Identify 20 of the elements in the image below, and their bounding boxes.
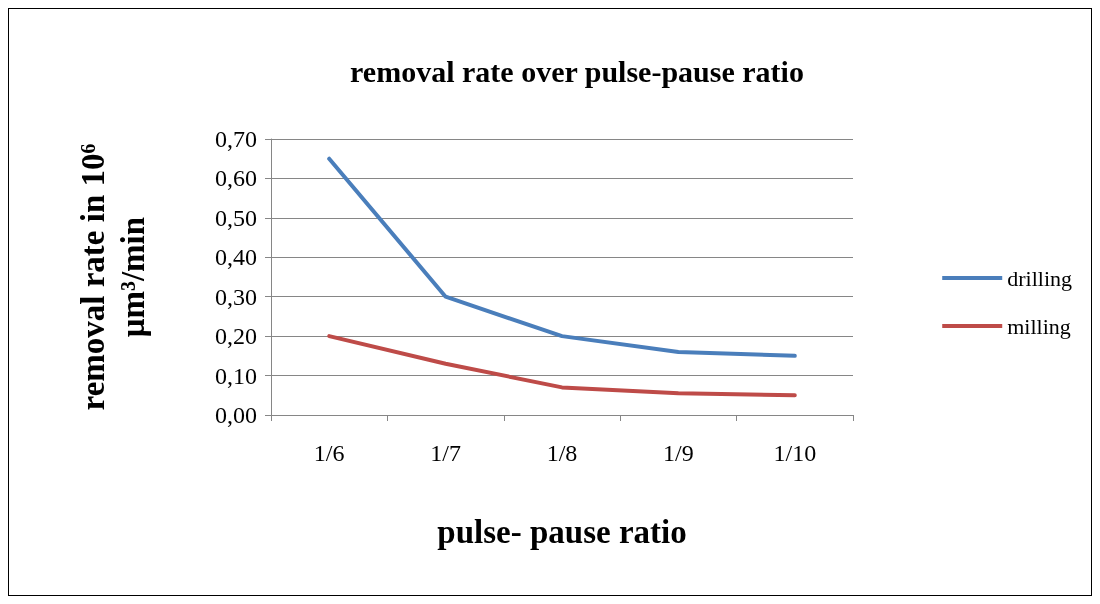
x-tick-label: 1/6 — [313, 440, 345, 466]
legend-label: milling — [1007, 313, 1071, 339]
y-tick-label: 0,70 — [215, 126, 257, 152]
x-tick-label: 1/10 — [773, 440, 817, 466]
line-series — [327, 334, 797, 398]
y-tick-label: 0,50 — [215, 204, 257, 231]
y-axis-title: removal rate in 10⁶ μm³/min — [75, 143, 151, 411]
x-tick-label: 1/8 — [546, 440, 578, 466]
y-tick-label: 0,00 — [215, 402, 257, 428]
y-tick-label: 0,10 — [215, 362, 257, 389]
x-axis-title: pulse- pause ratio — [437, 513, 687, 550]
y-tick-label: 0,60 — [215, 165, 257, 192]
x-tick-label: 1/9 — [663, 440, 694, 466]
y-tick-label: 0,30 — [215, 283, 257, 310]
y-tick-label: 0,40 — [215, 244, 257, 271]
legend-label: drilling — [1007, 265, 1073, 291]
line-series — [327, 156, 797, 358]
y-tick-label: 0,20 — [215, 323, 257, 350]
x-tick-label: 1/7 — [430, 440, 461, 466]
chart-title: removal rate over pulse-pause ratio — [350, 54, 804, 88]
